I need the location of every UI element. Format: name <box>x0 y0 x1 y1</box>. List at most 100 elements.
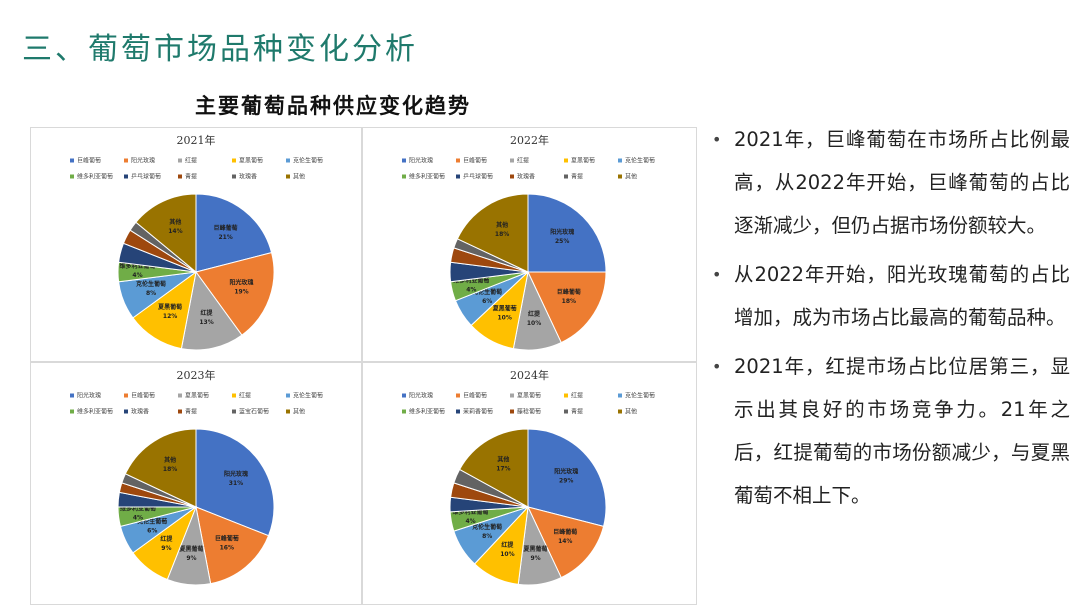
slice-label: 阳光玫瑰 <box>224 470 248 478</box>
pie-slice <box>527 193 607 273</box>
legend-swatch <box>510 409 514 414</box>
legend-label: 克伦生葡萄 <box>625 392 655 400</box>
chart-title: 2023年 <box>177 368 216 382</box>
slice-label: 阳光玫瑰 <box>550 228 574 236</box>
legend-swatch <box>564 393 568 398</box>
pie-slice <box>195 251 275 336</box>
slice-value-label: 4% <box>132 272 142 279</box>
legend-label: 其他 <box>293 173 305 181</box>
slice-value-label: 6% <box>482 298 492 305</box>
pie-slice <box>527 428 607 528</box>
legend-swatch <box>178 409 182 414</box>
legend-label: 克伦生葡萄 <box>293 392 323 400</box>
legend-label: 克伦生葡萄 <box>293 157 323 165</box>
slice-label: 巨峰葡萄 <box>553 528 577 536</box>
legend-label: 夏黑葡萄 <box>571 157 595 165</box>
slice-value-label: 4% <box>466 287 476 294</box>
legend-label: 维多利亚葡萄 <box>77 173 113 181</box>
slice-label: 维多利亚葡萄 <box>453 508 489 516</box>
legend-label: 青提 <box>571 173 583 181</box>
legend-swatch <box>564 158 568 163</box>
slice-value-label: 19% <box>234 288 248 295</box>
slice-label: 阳光玫瑰 <box>554 467 578 475</box>
legend-label: 巨峰葡萄 <box>131 392 155 400</box>
slice-value-label: 21% <box>218 234 232 241</box>
slice-label: 阳光玫瑰 <box>229 278 253 286</box>
legend-swatch <box>564 174 568 179</box>
slice-value-label: 31% <box>229 480 243 487</box>
chart-title: 2021年 <box>177 133 216 147</box>
legend-label: 其他 <box>625 408 637 416</box>
slice-value-label: 4% <box>465 518 475 525</box>
slice-label: 克伦生葡萄 <box>471 523 502 531</box>
slice-label: 其他 <box>169 218 181 226</box>
legend-label: 红提 <box>517 157 529 165</box>
legend-swatch <box>70 174 74 179</box>
legend-label: 青提 <box>185 173 197 181</box>
slice-label: 红提 <box>528 310 541 318</box>
slice-value-label: 10% <box>498 314 512 321</box>
slice-label: 巨峰葡萄 <box>214 224 238 232</box>
pie-slice <box>527 506 605 579</box>
legend-label: 夏黑葡萄 <box>185 392 209 400</box>
slice-label: 红提 <box>501 541 514 549</box>
legend-label: 阳光玫瑰 <box>131 157 155 165</box>
pie-slice <box>135 193 197 274</box>
legend-swatch <box>232 409 236 414</box>
legend-swatch <box>402 393 406 398</box>
legend-label: 蓝宝石葡萄 <box>239 408 269 416</box>
legend-swatch <box>286 174 290 179</box>
legend-swatch <box>124 174 128 179</box>
legend-swatch <box>510 393 514 398</box>
slice-value-label: 16% <box>220 544 234 551</box>
pie-slice <box>195 428 275 537</box>
slice-label: 红提 <box>201 309 214 317</box>
legend-swatch <box>618 174 622 179</box>
legend-swatch <box>402 174 406 179</box>
legend-label: 茉莉香葡萄 <box>463 408 493 416</box>
slice-label: 其他 <box>164 456 176 464</box>
legend-swatch <box>70 409 74 414</box>
legend-label: 青提 <box>185 408 197 416</box>
legend-swatch <box>456 174 460 179</box>
pie-slice <box>527 271 607 344</box>
slide-title: 三、葡萄市场品种变化分析 <box>22 32 418 67</box>
legend-swatch <box>286 393 290 398</box>
legend-label: 乒乓球葡萄 <box>463 173 493 181</box>
slice-label: 夏黑葡萄 <box>523 545 548 553</box>
slice-value-label: 18% <box>495 231 509 238</box>
legend-label: 克伦生葡萄 <box>625 157 655 165</box>
legend-swatch <box>232 393 236 398</box>
legend-swatch <box>124 393 128 398</box>
slice-label: 维多利亚葡萄 <box>119 262 155 270</box>
legend-label: 其他 <box>293 408 305 416</box>
legend-label: 巨峰葡萄 <box>77 157 101 165</box>
legend-label: 玫瑰香 <box>131 408 149 416</box>
legend-swatch <box>286 409 290 414</box>
legend-swatch <box>456 158 460 163</box>
legend-swatch <box>510 158 514 163</box>
legend-label: 维多利亚葡萄 <box>77 408 113 416</box>
legend-swatch <box>456 393 460 398</box>
legend-swatch <box>178 393 182 398</box>
legend-label: 玫瑰香 <box>517 173 535 181</box>
bullet-list: 2021年，巨峰葡萄在市场所占比例最高，从2022年开始，巨峰葡萄的占比逐渐减少… <box>712 118 1070 523</box>
legend-label: 红提 <box>571 392 583 400</box>
pie-slice <box>180 270 243 351</box>
legend-label: 红提 <box>185 157 197 165</box>
legend-swatch <box>618 158 622 163</box>
slice-value-label: 9% <box>161 545 171 552</box>
slice-value-label: 18% <box>562 298 576 305</box>
slice-label: 夏黑葡萄 <box>157 303 182 311</box>
slice-label: 维多利亚葡萄 <box>120 504 156 512</box>
slide-subtitle: 主要葡萄品种供应变化趋势 <box>195 93 471 118</box>
pie-slice <box>458 428 529 508</box>
legend-label: 红提 <box>239 392 251 400</box>
legend-swatch <box>618 409 622 414</box>
slice-value-label: 25% <box>555 238 569 245</box>
pie-slice <box>195 193 273 273</box>
legend-swatch <box>232 158 236 163</box>
slice-value-label: 14% <box>168 228 182 235</box>
